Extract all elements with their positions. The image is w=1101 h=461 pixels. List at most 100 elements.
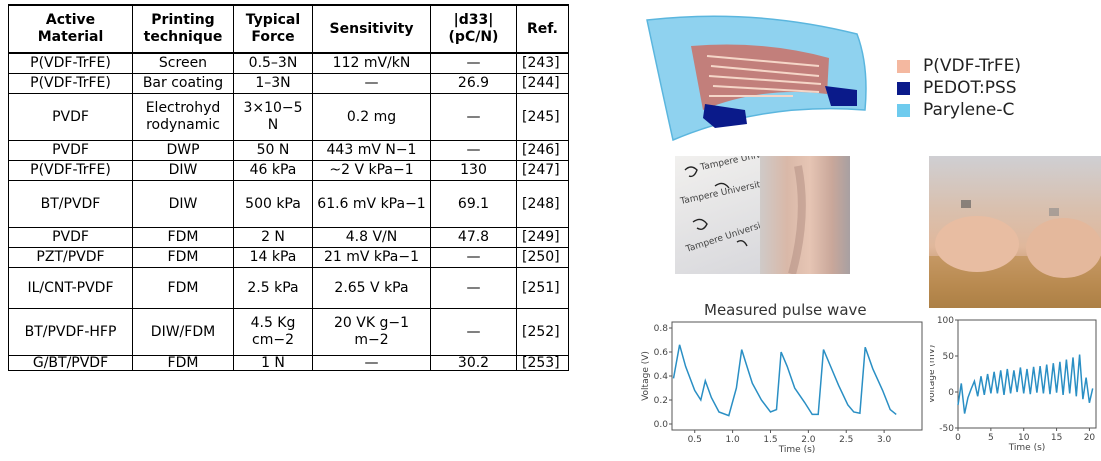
cell-d33: — <box>430 308 517 356</box>
cell-sensitivity: 4.8 V/N <box>312 227 431 248</box>
header-typical-force: Typical Force <box>233 4 313 54</box>
cell-sensitivity: — <box>312 73 431 94</box>
legend-swatch <box>897 82 910 95</box>
table-row: PVDF DWP 50 N 443 mV N−1— [246] <box>8 140 569 161</box>
printed-sensors-photo: Tampere University Tampere University Ta… <box>675 156 760 274</box>
interdigitated-electrodes <box>706 55 822 97</box>
cell-technique: DIW/FDM <box>132 308 234 356</box>
cell-material: P(VDF-TrFE) <box>8 73 133 94</box>
cell-force: 14 kPa <box>233 247 313 268</box>
table-row: BT/PVDF-HFP DIW/FDM 4.5 Kg cm−2 20 VK g−1 m… <box>8 308 569 356</box>
cell-technique: Screen <box>132 52 234 74</box>
cell-material: G/BT/PVDF <box>8 355 133 371</box>
photo-caption-3: Tampere University <box>684 218 760 255</box>
chart2-ytick-label: 0 <box>948 388 954 398</box>
cell-d33: 47.8 <box>430 227 517 248</box>
cell-technique: FDM <box>132 267 234 309</box>
cell-material: PZT/PVDF <box>8 247 133 268</box>
cell-d33: — <box>430 52 517 74</box>
cell-sensitivity: 2.65 V kPa <box>312 267 431 309</box>
cell-force: 1–3N <box>233 73 313 94</box>
cell-sensitivity: 20 VK g−1 m−2 <box>312 308 431 356</box>
cell-technique: FDM <box>132 247 234 268</box>
cell-ref: [248] <box>516 180 569 228</box>
chart1-ytick-label: 0.4 <box>654 372 669 382</box>
cell-force: 50 N <box>233 140 313 161</box>
chart1-xtick-label: 0.5 <box>688 435 702 445</box>
chart1-ytick-label: 0.0 <box>654 420 669 430</box>
cell-material: P(VDF-TrFE) <box>8 160 133 181</box>
header-d33: |d33| (pC/N) <box>430 4 517 54</box>
cell-d33: — <box>430 267 517 309</box>
chart1-ytick-label: 0.8 <box>654 324 669 334</box>
table-row: P(VDF-TrFE) Bar coating 1–3N —26.9 [244] <box>8 73 569 94</box>
cell-sensitivity: 21 mV kPa−1 <box>312 247 431 268</box>
cell-force: 2 N <box>233 227 313 248</box>
pedot-pss-pad-right <box>825 86 857 106</box>
d33-label: |d33| <box>453 12 494 28</box>
header-active-material: Active Material <box>8 4 133 54</box>
cell-force: 500 kPa <box>233 180 313 228</box>
cell-force: 1 N <box>233 355 313 371</box>
cell-d33: 130 <box>430 160 517 181</box>
chart1-xlabel: Time (s) <box>778 445 816 455</box>
chart1-xtick-label: 2.0 <box>801 435 816 445</box>
cell-sensitivity: 443 mV N−1 <box>312 140 431 161</box>
table-row: PZT/PVDF FDM 14 kPa 21 mV kPa−1— [250] <box>8 247 569 268</box>
cell-force: 4.5 Kg cm−2 <box>233 308 313 356</box>
cell-material: PVDF <box>8 140 133 161</box>
cell-technique: FDM <box>132 355 234 371</box>
cell-technique: FDM <box>132 227 234 248</box>
table-row: PVDF FDM 2 N 4.8 V/N 47.8 [249] <box>8 227 569 248</box>
cell-d33: — <box>430 93 517 141</box>
cell-technique: DIW <box>132 180 234 228</box>
pedot-pss-pad-left <box>703 104 747 128</box>
cell-d33: 69.1 <box>430 180 517 228</box>
cell-d33: 30.2 <box>430 355 517 371</box>
cell-ref: [246] <box>516 140 569 161</box>
cell-force: 3×10−5 N <box>233 93 313 141</box>
table-row: PVDF Electrohyd rodynamic 3×10−5 N 0.2 mg —[… <box>8 93 569 141</box>
table-row: IL/CNT-PVDF FDM 2.5 kPa 2.65 V kPa — [251] <box>8 267 569 309</box>
chart2-plot-frame <box>957 319 1097 429</box>
chart1-xtick-label: 1.5 <box>763 435 777 445</box>
cell-material: P(VDF-TrFE) <box>8 52 133 74</box>
header-printing-technique: Printing technique <box>132 4 234 54</box>
chart2-ytick-label: 100 <box>937 316 954 326</box>
chart1-ylabel: Voltage (V) <box>641 351 651 401</box>
cell-ref: [251] <box>516 267 569 309</box>
table-row: P(VDF-TrFE) DIW 46 kPa ~2 V kPa−1 130 [247] <box>8 160 569 181</box>
chart1-series-line <box>672 344 897 417</box>
legend-swatch <box>897 104 910 117</box>
chart1-ytick-label: 0.6 <box>654 348 669 358</box>
cell-technique: Electrohyd rodynamic <box>132 93 234 141</box>
cell-d33: — <box>430 140 517 161</box>
cell-material: BT/PVDF-HFP <box>8 308 133 356</box>
header-ref: Ref. <box>516 4 569 54</box>
cell-ref: [249] <box>516 227 569 248</box>
chart1-plot-frame <box>671 321 923 431</box>
wrist-photo <box>929 156 1101 308</box>
legend-swatch <box>897 60 910 73</box>
cell-technique: DWP <box>132 140 234 161</box>
cell-material: PVDF <box>8 93 133 141</box>
cell-d33: — <box>430 247 517 268</box>
pulse-wave-chart: 0.5 1.0 1.5 2.0 2.5 3.0 0.0 0.2 0.4 0.6 0.8 Time (s… <box>641 321 923 455</box>
cell-ref: [252] <box>516 308 569 356</box>
chart2-series-line <box>957 354 1094 414</box>
table-header-row: Active Material Printing technique Typical… <box>8 4 569 54</box>
table-row: P(VDF-TrFE) Screen 0.5–3N 112 mV/kN — [243] <box>8 52 569 74</box>
pvdf-trfe-layer <box>691 44 829 110</box>
chart1-ytick-label: 0.2 <box>654 396 668 406</box>
cell-ref: [247] <box>516 160 569 181</box>
chart2-xtick-label: 5 <box>988 433 994 443</box>
cell-ref: [253] <box>516 355 569 371</box>
legend-label: P(VDF-TrFE) <box>923 56 1021 76</box>
chart1-xtick-label: 1.0 <box>725 435 740 445</box>
cell-d33: 26.9 <box>430 73 517 94</box>
arm-photo <box>760 156 850 274</box>
cell-sensitivity: 61.6 mV kPa−1 <box>312 180 431 228</box>
cell-technique: DIW <box>132 160 234 181</box>
cell-force: 46 kPa <box>233 160 313 181</box>
